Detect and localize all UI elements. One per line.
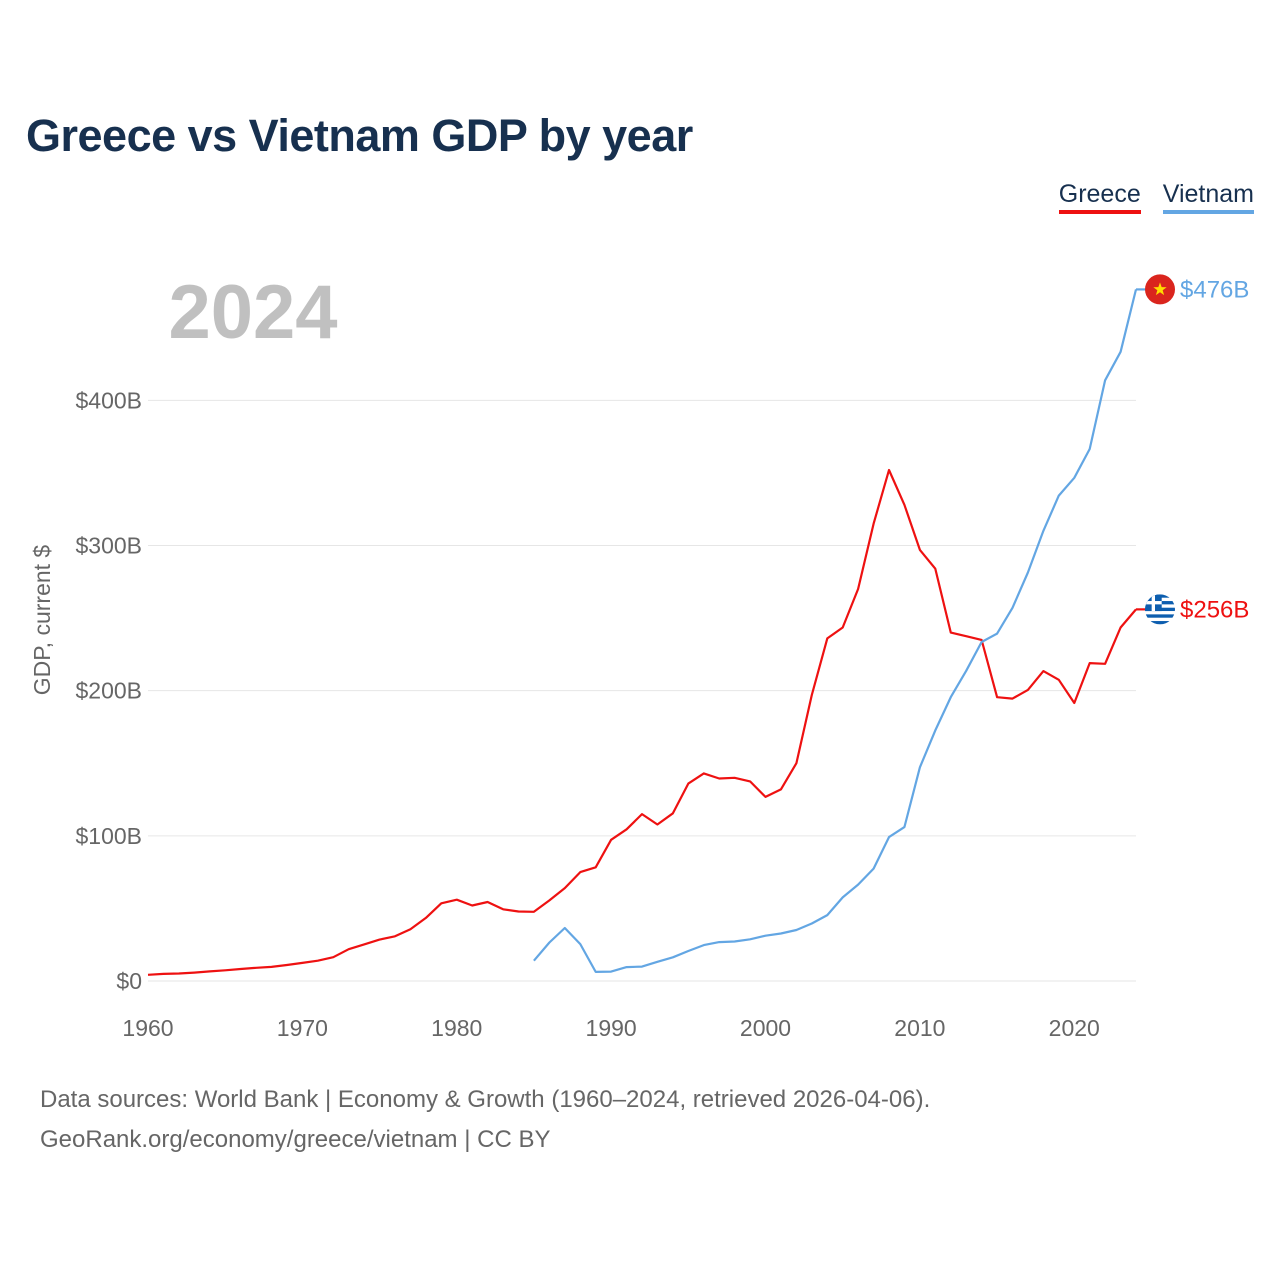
x-tick-label: 2010 xyxy=(894,1015,945,1041)
legend: Greece Vietnam xyxy=(1058,180,1254,214)
vietnam-flag-icon xyxy=(1145,274,1175,305)
x-tick-label: 1970 xyxy=(277,1015,328,1041)
series-end-labels: $256B $476B xyxy=(1136,274,1249,625)
footer: Data sources: World Bank | Economy & Gro… xyxy=(40,1080,930,1160)
y-tick-label: $300B xyxy=(75,532,142,558)
x-tick-label: 2000 xyxy=(740,1015,791,1041)
x-tick-label: 1980 xyxy=(431,1015,482,1041)
footer-source: Data sources: World Bank | Economy & Gro… xyxy=(40,1086,931,1113)
year-watermark: 2024 xyxy=(168,270,337,355)
series-lines xyxy=(147,289,1138,976)
y-axis-ticks: $0 $100B $200B $300B $400B xyxy=(75,387,142,994)
x-axis-ticks: 1960 1970 1980 1990 2000 2010 2020 xyxy=(122,1015,1099,1041)
end-value-label: $476B xyxy=(1180,276,1249,303)
end-value-label: $256B xyxy=(1180,596,1249,623)
chart-title: Greece vs Vietnam GDP by year xyxy=(26,110,693,161)
y-tick-label: $400B xyxy=(75,387,142,413)
series-line-vietnam[interactable] xyxy=(533,289,1138,973)
y-tick-label: $200B xyxy=(75,678,142,704)
grid-lines xyxy=(148,399,1136,982)
series-line-greece[interactable] xyxy=(147,468,1137,976)
y-axis-label: GDP, current $ xyxy=(29,545,55,696)
greece-flag-icon xyxy=(1145,594,1175,625)
y-tick-label: $0 xyxy=(116,968,142,994)
y-tick-label: $100B xyxy=(75,823,142,849)
x-tick-label: 1960 xyxy=(122,1015,173,1041)
legend-item-vietnam[interactable]: Vietnam xyxy=(1162,180,1254,214)
x-tick-label: 2020 xyxy=(1049,1015,1100,1041)
footer-link[interactable]: GeoRank.org/economy/greece/vietnam | CC … xyxy=(40,1126,551,1153)
chart-plot: 2024 $0 $100B $200B $300B $400B 1960 1970 1980… xyxy=(29,270,1249,1041)
x-tick-label: 1990 xyxy=(586,1015,637,1041)
legend-item-greece[interactable]: Greece xyxy=(1058,180,1141,214)
